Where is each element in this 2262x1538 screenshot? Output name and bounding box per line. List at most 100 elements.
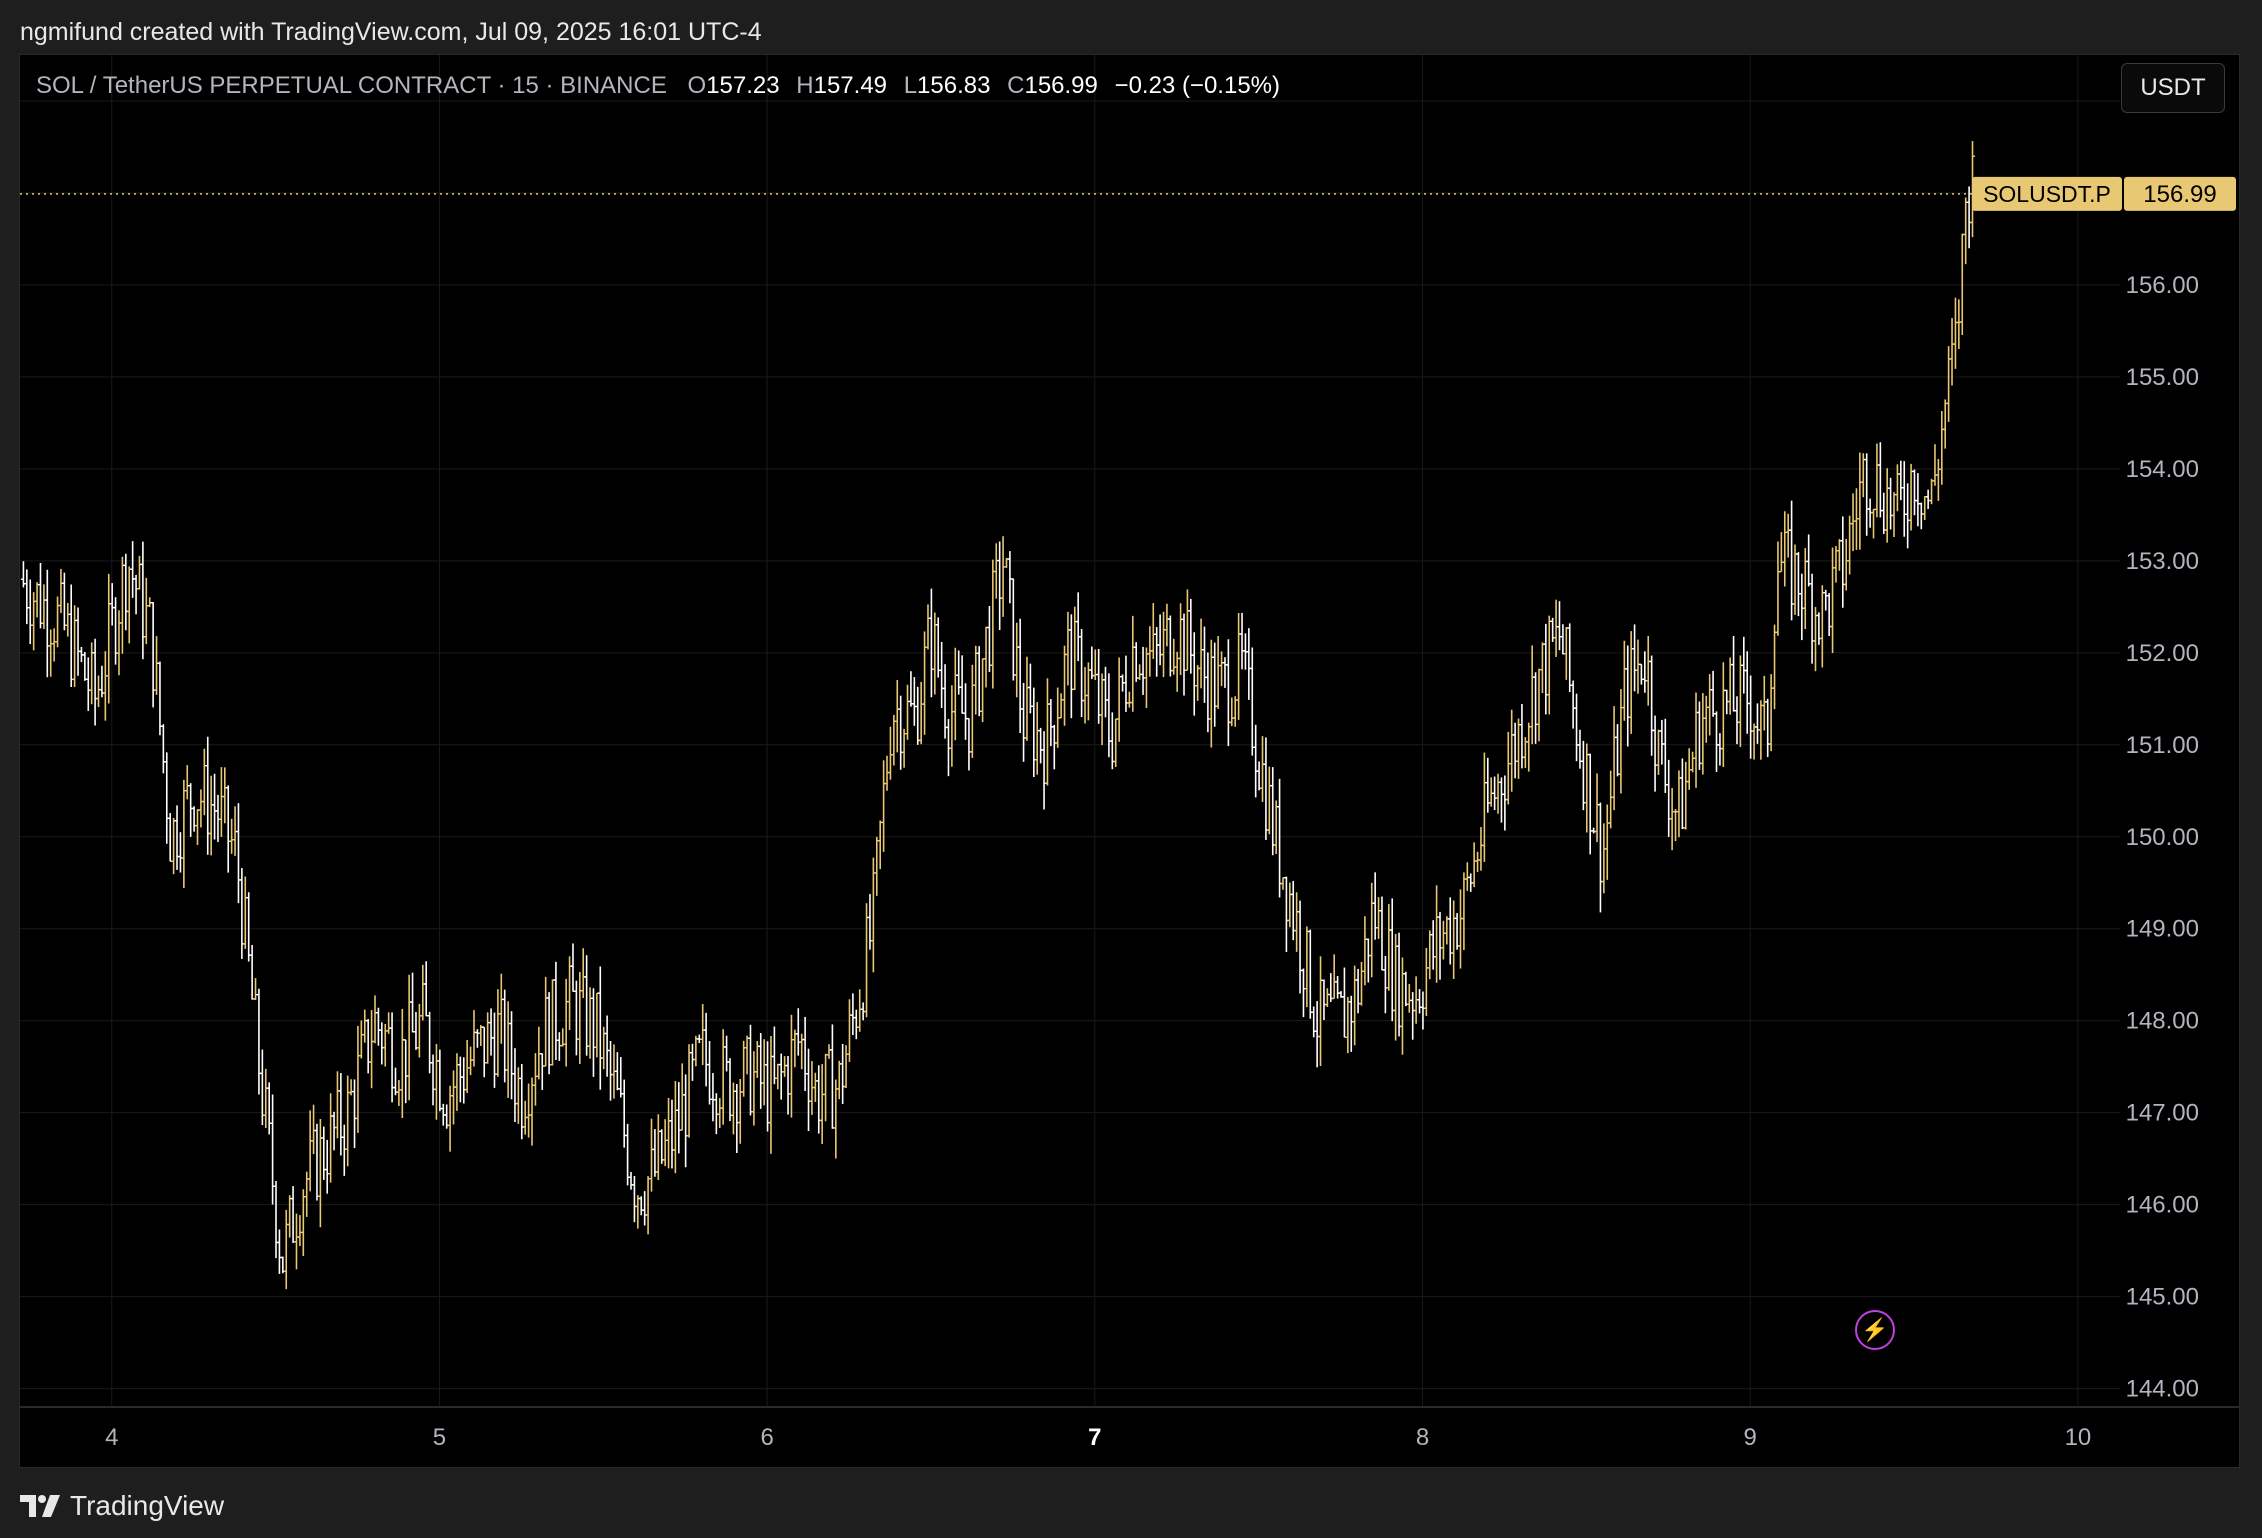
ohlc-bar [1744,651,1750,734]
ohlc-bar [1871,508,1877,539]
lightning-icon[interactable]: ⚡ [1855,1310,1895,1350]
ohlc-bar [474,1029,480,1048]
ohlc-bar [1857,452,1863,550]
y-tick-label: 145.00 [2126,1284,2199,1311]
ohlc-bar [724,1035,730,1072]
x-tick-label: 5 [433,1424,446,1451]
ohlc-bar [877,820,883,870]
ohlc-bar [362,1009,368,1043]
ohlc-bar [1574,693,1580,762]
price-chart[interactable]: SOLUSDT.P 156.99 144.00 145.00 146.00 147.00… [20,55,2239,1467]
ohlc-bar [976,646,982,717]
ohlc-bar [604,1015,610,1077]
ohlc-bar [1952,297,1958,369]
ohlc-bar [556,1032,562,1061]
ohlc-bar [1754,703,1760,744]
x-tick-label: 4 [105,1424,118,1451]
ohlc-bar [225,785,231,873]
ohlc-bar [795,1008,801,1056]
ohlc-bar [1731,635,1737,712]
ohlc-bar [293,1213,299,1270]
ohlc-bar [652,1129,658,1177]
ohlc-bar [1700,693,1706,775]
ohlc-bar [1038,727,1044,764]
ohlc-bar [1720,662,1726,768]
price-tag-bg [2124,176,2236,211]
ohlc-bar [457,1056,463,1103]
ohlc-bar [1451,900,1457,979]
ohlc-bar [1915,473,1921,527]
ohlc-bar [894,680,900,753]
axes: 144.00 145.00 146.00 147.00 148.00 149.00 150.… [20,88,2239,1467]
close-value: 156.99 [1024,72,1098,99]
ohlc-bar [1618,689,1624,794]
ohlc-bar [1587,753,1593,855]
ohlc-bar [1478,827,1484,871]
ohlc-bar [1495,773,1501,814]
ohlc-bar [1167,615,1173,677]
ohlc-bar [1850,493,1856,552]
ohlc-bar [150,601,156,708]
ohlc-bar [1799,573,1805,641]
ohlc-bar [990,559,996,689]
ohlc-bar [1881,492,1887,534]
ohlc-bar [1318,956,1324,1066]
ohlc-bar [546,992,552,1075]
ohlc-bar [792,1029,798,1068]
ohlc-bar [1379,896,1385,971]
ohlc-bar [1601,823,1607,894]
ohlc-bar [1669,788,1675,851]
ohlc-bar [1362,916,1368,986]
ohlc-bar [846,999,852,1062]
y-tick-label: 148.00 [2126,1008,2199,1035]
tradingview-logo[interactable]: TradingView [20,1486,224,1526]
ohlc-bar [68,584,74,688]
chart-panel[interactable]: SOLUSDT.P 156.99 144.00 145.00 146.00 147.00… [19,54,2240,1468]
ohlc-bar [1864,453,1870,536]
ohlc-bar [1430,920,1436,970]
ohlc-bar [348,1079,354,1096]
ohlc-bar [1874,443,1880,518]
ohlc-bar [1263,737,1269,840]
ohlc-bar [1812,607,1818,672]
ohlc-bar [1676,770,1682,838]
ohlc-bar [659,1129,665,1164]
ohlc-bar [430,1054,436,1106]
ohlc-bar [157,661,163,736]
ohlc-bar [642,1191,648,1226]
ohlc-bar [270,1094,276,1205]
ohlc-bar [782,1056,788,1077]
y-tick-label: 153.00 [2126,548,2199,575]
ohlc-bar [212,773,218,840]
ohlc-bar [392,1067,398,1096]
ohlc-bar [263,1068,269,1128]
ohlc-bar [1758,700,1764,760]
ohlc-bar [1611,706,1617,811]
ohlc-bar [41,584,47,629]
ohlc-bar [1236,613,1242,720]
ohlc-bar [1444,916,1450,945]
ohlc-bar [1406,983,1412,1013]
ohlc-bar [884,755,890,791]
ohlc-bar [1348,995,1354,1052]
ohlc-bar [1277,778,1283,898]
ohlc-bar [997,541,1003,631]
currency-button[interactable]: USDT [2121,63,2225,113]
chart-header-attribution: ngmifund created with TradingView.com, J… [20,18,762,46]
ohlc-bar [1393,933,1399,1041]
ohlc-bar [700,1004,706,1066]
ohlc-bar [1816,612,1822,645]
ohlc-bar [471,1010,477,1067]
ohlc-bar [396,1080,402,1106]
ohlc-bar [481,1026,487,1078]
ohlc-bar [283,1209,289,1290]
y-tick-label: 155.00 [2126,364,2199,391]
ohlc-bar [372,995,378,1044]
ohlc-bar [986,606,992,672]
ohlc-bar [949,685,955,767]
ohlc-bar [1116,657,1122,742]
symbol-legend[interactable]: SOL / TetherUS PERPETUAL CONTRACT · 15 ·… [36,69,1290,103]
symbol-name[interactable]: SOL / TetherUS PERPETUAL CONTRACT · 15 ·… [36,72,667,99]
ohlc-bar [239,868,245,959]
ohlc-bar [386,1012,392,1034]
